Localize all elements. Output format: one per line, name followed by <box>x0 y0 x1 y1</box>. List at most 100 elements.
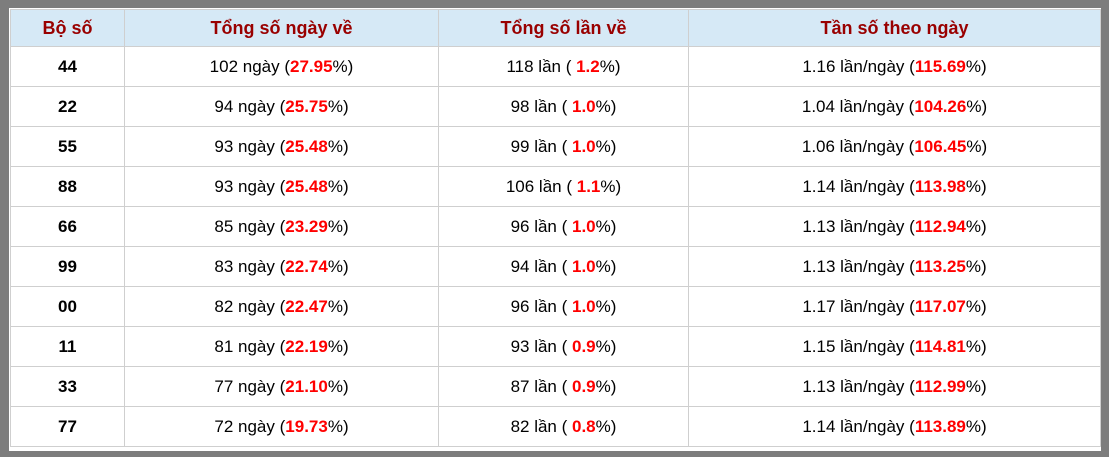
days-cell: 93 ngày (25.48%) <box>124 166 439 207</box>
table-row: 22 94 ngày (25.75%) 98 lần ( 1.0%) 1.04 lần… <box>10 86 1101 127</box>
days-percent: 25.75 <box>285 96 328 116</box>
table-row: 00 82 ngày (22.47%) 96 lần ( 1.0%) 1.17 lần… <box>10 286 1101 327</box>
times-text: 93 lần ( <box>510 336 572 356</box>
days-text: 72 ngày ( <box>214 416 286 436</box>
times-cell: 96 lần ( 1.0%) <box>438 206 689 247</box>
times-cell: 94 lần ( 1.0%) <box>438 246 689 287</box>
frequency-text: 1.15 lần/ngày ( <box>802 336 915 356</box>
column-header-pair: Bộ số <box>10 9 125 47</box>
days-text: 93 ngày ( <box>214 176 286 196</box>
times-percent: 1.0 <box>572 296 596 316</box>
frequency-cell: 1.17 lần/ngày (117.07%) <box>688 286 1101 327</box>
percent-suffix: %) <box>965 56 987 76</box>
times-cell: 106 lần ( 1.1%) <box>438 166 689 207</box>
days-percent: 22.19 <box>285 336 328 356</box>
days-text: 85 ngày ( <box>214 216 286 236</box>
frequency-text: 1.16 lần/ngày ( <box>802 56 915 76</box>
pair-number-cell: 11 <box>10 326 125 367</box>
frequency-percent: 112.94 <box>914 216 966 236</box>
percent-suffix: %) <box>965 376 987 396</box>
times-text: 106 lần ( <box>505 176 577 196</box>
percent-suffix: %) <box>966 96 988 116</box>
frequency-cell: 1.14 lần/ngày (113.89%) <box>688 406 1101 447</box>
table-row: 88 93 ngày (25.48%) 106 lần ( 1.1%) 1.14 lầ… <box>10 166 1101 207</box>
days-cell: 72 ngày (19.73%) <box>124 406 439 447</box>
percent-suffix: %) <box>327 336 349 356</box>
frequency-cell: 1.04 lần/ngày (104.26%) <box>688 86 1101 127</box>
percent-suffix: %) <box>595 376 617 396</box>
frequency-percent: 115.69 <box>914 56 966 76</box>
percent-suffix: %) <box>595 336 617 356</box>
column-header-frequency: Tần số theo ngày <box>688 9 1101 47</box>
table-row: 33 77 ngày (21.10%) 87 lần ( 0.9%) 1.13 lần… <box>10 366 1101 407</box>
pair-number-cell: 88 <box>10 166 125 207</box>
pair-number-cell: 22 <box>10 86 125 127</box>
table-header-row: Bộ số Tổng số ngày về Tổng số lần về Tần… <box>10 9 1101 47</box>
table-body: 44 102 ngày (27.95%) 118 lần ( 1.2%) 1.16 l… <box>10 46 1101 447</box>
frequency-percent: 104.26 <box>914 96 967 116</box>
percent-suffix: %) <box>595 416 617 436</box>
column-header-times: Tổng số lần về <box>438 9 689 47</box>
frequency-text: 1.17 lần/ngày ( <box>802 296 915 316</box>
percent-suffix: %) <box>327 96 349 116</box>
frequency-percent: 114.81 <box>914 336 966 356</box>
pair-number-cell: 00 <box>10 286 125 327</box>
days-cell: 94 ngày (25.75%) <box>124 86 439 127</box>
pair-number-cell: 44 <box>10 46 125 87</box>
percent-suffix: %) <box>327 216 349 236</box>
percent-suffix: %) <box>595 96 617 116</box>
times-percent: 0.9 <box>572 336 596 356</box>
percent-suffix: %) <box>965 256 987 276</box>
pair-number-cell: 66 <box>10 206 125 247</box>
percent-suffix: %) <box>332 56 354 76</box>
frequency-percent: 113.25 <box>914 256 966 276</box>
percent-suffix: %) <box>595 136 617 156</box>
frequency-text: 1.13 lần/ngày ( <box>802 256 915 276</box>
times-percent: 0.8 <box>572 416 596 436</box>
percent-suffix: %) <box>600 176 622 196</box>
days-percent: 19.73 <box>285 416 328 436</box>
times-percent: 1.0 <box>572 256 596 276</box>
frequency-percent: 113.98 <box>914 176 966 196</box>
stats-table: Bộ số Tổng số ngày về Tổng số lần về Tần… <box>10 9 1101 447</box>
pair-number-cell: 55 <box>10 126 125 167</box>
days-cell: 102 ngày (27.95%) <box>124 46 439 87</box>
times-text: 94 lần ( <box>510 256 572 276</box>
days-text: 94 ngày ( <box>214 96 286 116</box>
days-percent: 21.10 <box>285 376 328 396</box>
percent-suffix: %) <box>327 296 349 316</box>
frequency-cell: 1.13 lần/ngày (112.94%) <box>688 206 1101 247</box>
days-text: 93 ngày ( <box>214 136 286 156</box>
times-cell: 93 lần ( 0.9%) <box>438 326 689 367</box>
times-percent: 0.9 <box>572 376 596 396</box>
times-cell: 87 lần ( 0.9%) <box>438 366 689 407</box>
percent-suffix: %) <box>599 56 621 76</box>
frequency-cell: 1.16 lần/ngày (115.69%) <box>688 46 1101 87</box>
pair-number-cell: 99 <box>10 246 125 287</box>
frequency-percent: 112.99 <box>914 376 966 396</box>
percent-suffix: %) <box>327 136 349 156</box>
times-percent: 1.1 <box>576 176 601 196</box>
frequency-cell: 1.06 lần/ngày (106.45%) <box>688 126 1101 167</box>
times-cell: 96 lần ( 1.0%) <box>438 286 689 327</box>
percent-suffix: %) <box>595 256 617 276</box>
days-text: 77 ngày ( <box>214 376 286 396</box>
days-percent: 23.29 <box>285 216 328 236</box>
table-row: 11 81 ngày (22.19%) 93 lần ( 0.9%) 1.15 lần… <box>10 326 1101 367</box>
table-row: 66 85 ngày (23.29%) 96 lần ( 1.0%) 1.13 lần… <box>10 206 1101 247</box>
percent-suffix: %) <box>965 216 987 236</box>
days-text: 82 ngày ( <box>214 296 286 316</box>
table-container: Bộ số Tổng số ngày về Tổng số lần về Tần… <box>9 8 1101 451</box>
percent-suffix: %) <box>327 256 349 276</box>
days-text: 83 ngày ( <box>214 256 286 276</box>
frequency-percent: 117.07 <box>914 296 966 316</box>
frequency-cell: 1.15 lần/ngày (114.81%) <box>688 326 1101 367</box>
frequency-text: 1.04 lần/ngày ( <box>801 96 915 116</box>
frequency-text: 1.14 lần/ngày ( <box>802 176 915 196</box>
times-text: 87 lần ( <box>510 376 572 396</box>
table-row: 99 83 ngày (22.74%) 94 lần ( 1.0%) 1.13 lần… <box>10 246 1101 287</box>
percent-suffix: %) <box>595 296 617 316</box>
days-percent: 22.74 <box>285 256 328 276</box>
times-percent: 1.0 <box>572 96 596 116</box>
